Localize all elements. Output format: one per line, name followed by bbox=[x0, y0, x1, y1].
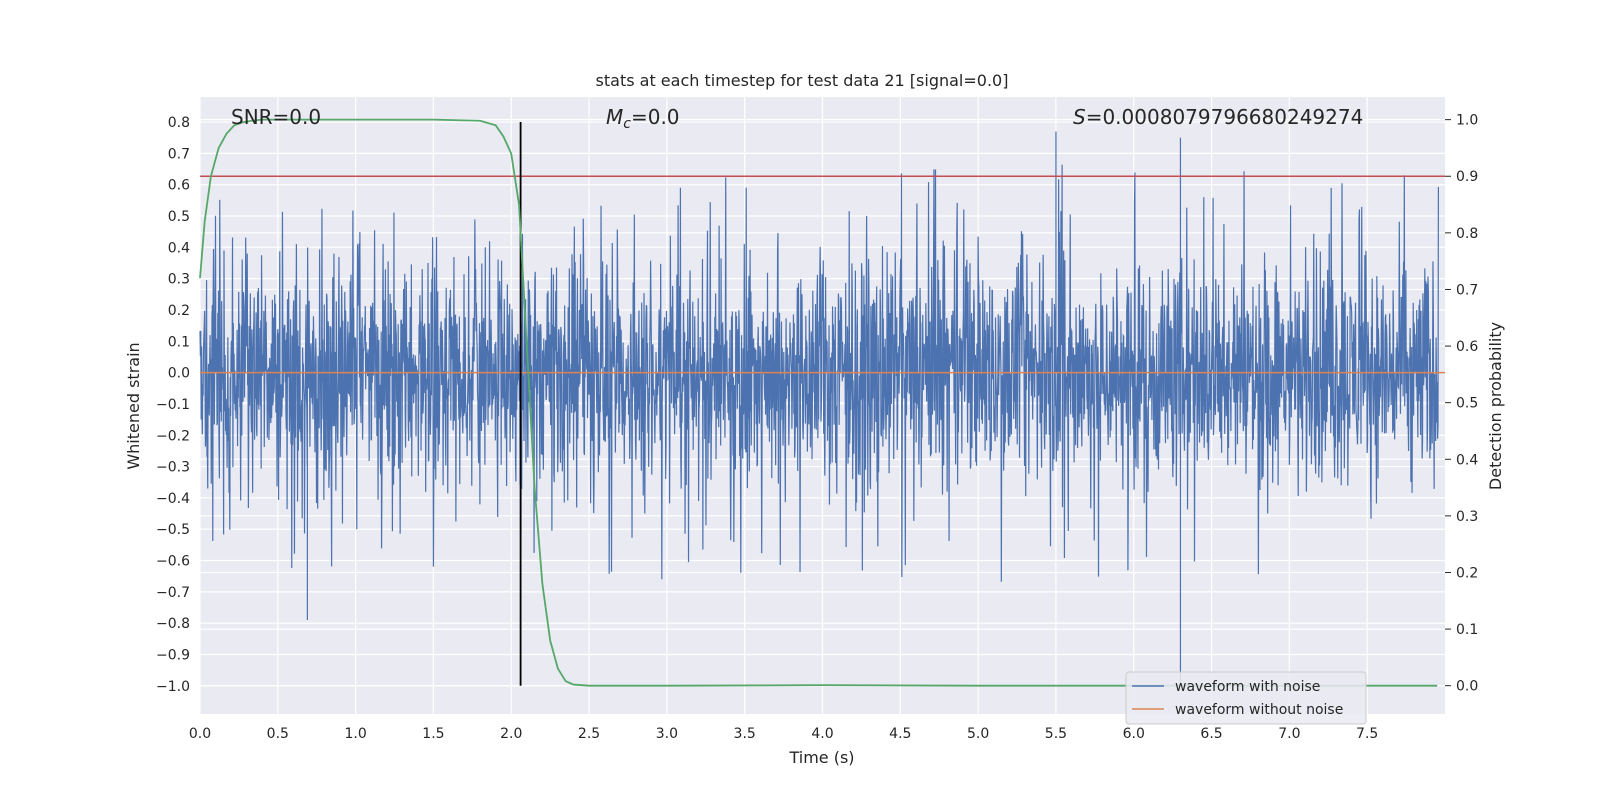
s-symbol: S bbox=[1073, 105, 1086, 129]
x-tick-label: 3.5 bbox=[734, 726, 756, 742]
y-tick-label: −0.8 bbox=[156, 616, 190, 632]
y-tick-label: −0.9 bbox=[156, 647, 190, 663]
y2-tick-label: 0.9 bbox=[1456, 169, 1478, 185]
x-tick-label: 5.0 bbox=[967, 726, 989, 742]
y2-axis-ticks: 1.0 0.9 0.8 0.7 0.6 0.5 0.4 0.3 0.2 0.1 0.0 bbox=[1445, 113, 1478, 695]
y2-tick-label: 0.6 bbox=[1456, 339, 1478, 355]
y-tick-label: −0.3 bbox=[156, 460, 190, 476]
y-tick-label: −0.5 bbox=[156, 522, 190, 538]
y2-tick-label: 0.7 bbox=[1456, 282, 1478, 298]
y2-tick-label: 0.3 bbox=[1456, 509, 1478, 525]
series-lines bbox=[199, 118, 1445, 687]
snr-annotation: SNR=0.0 bbox=[231, 105, 321, 129]
x-tick-label: 0.0 bbox=[189, 726, 211, 742]
y-tick-label: 0.6 bbox=[168, 178, 190, 194]
y-tick-label: −1.0 bbox=[156, 679, 190, 695]
y2-tick-label: 0.1 bbox=[1456, 622, 1478, 638]
mc-value: =0.0 bbox=[631, 105, 680, 129]
chart-title: stats at each timestep for test data 21 … bbox=[596, 71, 1009, 90]
y-axis-ticks: 0.8 0.7 0.6 0.5 0.4 0.3 0.2 0.1 0.0 −0.1 −0.2 −0.3 −… bbox=[156, 115, 190, 695]
y-tick-label: 0.2 bbox=[168, 303, 190, 319]
legend-box bbox=[1125, 671, 1367, 725]
y-tick-label: 0.5 bbox=[168, 209, 190, 225]
x-tick-label: 2.5 bbox=[578, 726, 600, 742]
x-tick-label: 4.5 bbox=[889, 726, 911, 742]
y-tick-label: 0.8 bbox=[168, 115, 190, 131]
y-tick-label: −0.7 bbox=[156, 585, 190, 601]
y2-tick-label: 0.2 bbox=[1456, 565, 1478, 581]
y-tick-label: −0.4 bbox=[156, 491, 190, 507]
x-tick-label: 1.0 bbox=[344, 726, 366, 742]
s-value: =0.0008079796680249274 bbox=[1086, 105, 1364, 129]
legend: waveform with noise waveform without noi… bbox=[1125, 671, 1367, 725]
x-tick-label: 1.5 bbox=[422, 726, 444, 742]
y-tick-label: 0.7 bbox=[168, 146, 190, 162]
mc-annotation: Mc=0.0 bbox=[606, 105, 680, 132]
waveform-with-noise-series bbox=[199, 131, 1439, 683]
detection-probability-line bbox=[199, 118, 1438, 687]
mc-subscript: c bbox=[623, 116, 631, 132]
waveform-with-noise-line bbox=[199, 131, 1439, 683]
y2-tick-label: 0.5 bbox=[1456, 396, 1478, 412]
legend-label-waveform-without-noise: waveform without noise bbox=[1175, 702, 1343, 718]
y-tick-label: 0.1 bbox=[168, 334, 190, 350]
x-tick-label: 6.0 bbox=[1123, 726, 1145, 742]
x-tick-label: 0.5 bbox=[267, 726, 289, 742]
legend-label-waveform-with-noise: waveform with noise bbox=[1175, 679, 1320, 695]
x-tick-label: 2.0 bbox=[500, 726, 522, 742]
mc-symbol: M bbox=[606, 105, 623, 129]
x-axis-ticks: 0.0 0.5 1.0 1.5 2.0 2.5 3.0 3.5 4.0 4.5 5.0 5.5 6.0 6… bbox=[189, 726, 1378, 742]
y-tick-label: 0.0 bbox=[168, 366, 190, 382]
x-tick-label: 4.0 bbox=[811, 726, 833, 742]
y-tick-label: −0.2 bbox=[156, 428, 190, 444]
y2-tick-label: 0.0 bbox=[1456, 679, 1478, 695]
x-tick-label: 3.0 bbox=[656, 726, 678, 742]
x-tick-label: 5.5 bbox=[1045, 726, 1067, 742]
y2-axis-label: Detection probability bbox=[1486, 322, 1505, 490]
y2-tick-label: 1.0 bbox=[1456, 113, 1478, 129]
x-axis-label: Time (s) bbox=[788, 748, 854, 767]
y-tick-label: −0.1 bbox=[156, 397, 190, 413]
x-tick-label: 6.5 bbox=[1200, 726, 1222, 742]
x-tick-label: 7.0 bbox=[1278, 726, 1300, 742]
x-tick-label: 7.5 bbox=[1356, 726, 1378, 742]
y-tick-label: 0.3 bbox=[168, 272, 190, 288]
y2-tick-label: 0.8 bbox=[1456, 226, 1478, 242]
y2-tick-label: 0.4 bbox=[1456, 452, 1478, 468]
s-annotation: S=0.0008079796680249274 bbox=[1073, 105, 1363, 129]
y-tick-label: 0.4 bbox=[168, 240, 190, 256]
y-tick-label: −0.6 bbox=[156, 554, 190, 570]
y-axis-label: Whitened strain bbox=[124, 342, 143, 469]
